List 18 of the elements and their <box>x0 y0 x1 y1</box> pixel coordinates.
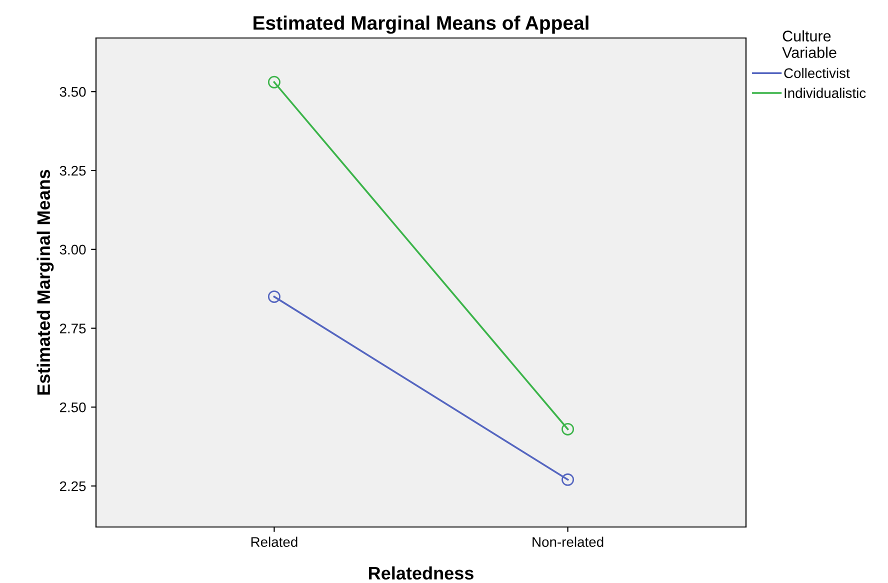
legend-label: Individualistic <box>784 88 866 98</box>
point <box>562 473 574 486</box>
y-axis-title: Estimated Marginal Means <box>36 170 54 395</box>
x-tick-label: Related <box>251 536 298 547</box>
y-tick-label: 2.25 <box>60 481 86 492</box>
y-tick-label: 3.00 <box>60 244 86 255</box>
x-tick-label: Non-related <box>532 536 604 547</box>
point <box>268 290 280 303</box>
y-tick-label: 2.75 <box>60 324 86 334</box>
y-tick-label: 2.50 <box>60 402 86 412</box>
y-tick-label: 3.50 <box>60 86 86 97</box>
legend-label: Collectivist <box>784 68 850 78</box>
x-axis-title: Relatedness <box>369 566 474 580</box>
y-tick-label: 3.25 <box>60 166 86 176</box>
chart-title: Estimated Marginal Means of Appeal <box>254 16 588 34</box>
point <box>268 76 280 88</box>
point <box>562 422 574 436</box>
legend-title: Culture Variable <box>782 30 836 58</box>
